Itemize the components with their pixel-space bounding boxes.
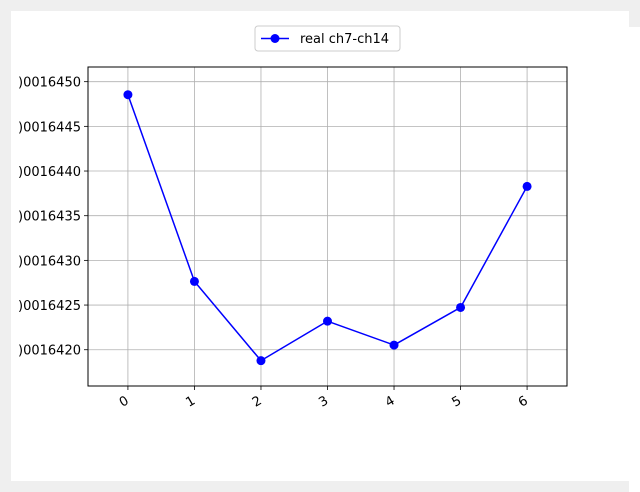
series-layer bbox=[123, 90, 532, 366]
x-tick-label: 1 bbox=[183, 393, 198, 410]
data-point bbox=[189, 276, 199, 286]
x-tick-label: 6 bbox=[516, 393, 531, 410]
legend: real ch7-ch14 bbox=[254, 25, 401, 52]
data-point bbox=[456, 302, 466, 312]
grid-lines bbox=[88, 67, 567, 386]
y-tick-label: )0016445 bbox=[18, 120, 81, 135]
y-tick-label: )0016450 bbox=[18, 76, 81, 91]
x-tick-label: 3 bbox=[316, 393, 331, 410]
x-tick-label: 0 bbox=[117, 393, 132, 410]
data-point bbox=[123, 90, 133, 100]
data-point bbox=[522, 181, 532, 191]
legend-marker-swatch bbox=[270, 34, 280, 43]
data-point bbox=[389, 340, 399, 350]
data-point bbox=[256, 356, 266, 366]
y-tick-label: )0016425 bbox=[18, 299, 81, 314]
legend-box bbox=[254, 25, 401, 52]
legend-label: real ch7-ch14 bbox=[300, 32, 389, 47]
data-point bbox=[323, 316, 332, 326]
x-axis: 0 1 2 3 4 5 6 bbox=[117, 386, 531, 411]
figure-edge bbox=[629, 27, 640, 492]
y-axis: )0016420 )0016425 )0016430 )0016435 )0016440… bbox=[18, 76, 88, 359]
x-tick-label: 2 bbox=[250, 393, 265, 410]
x-tick-label: 4 bbox=[383, 393, 398, 410]
y-tick-label: )0016430 bbox=[18, 254, 81, 269]
x-tick-label: 5 bbox=[449, 393, 464, 410]
y-tick-label: )0016440 bbox=[18, 165, 81, 180]
figure-canvas bbox=[11, 11, 629, 481]
y-tick-label: )0016435 bbox=[18, 210, 81, 225]
y-tick-label: )0016420 bbox=[18, 344, 81, 359]
